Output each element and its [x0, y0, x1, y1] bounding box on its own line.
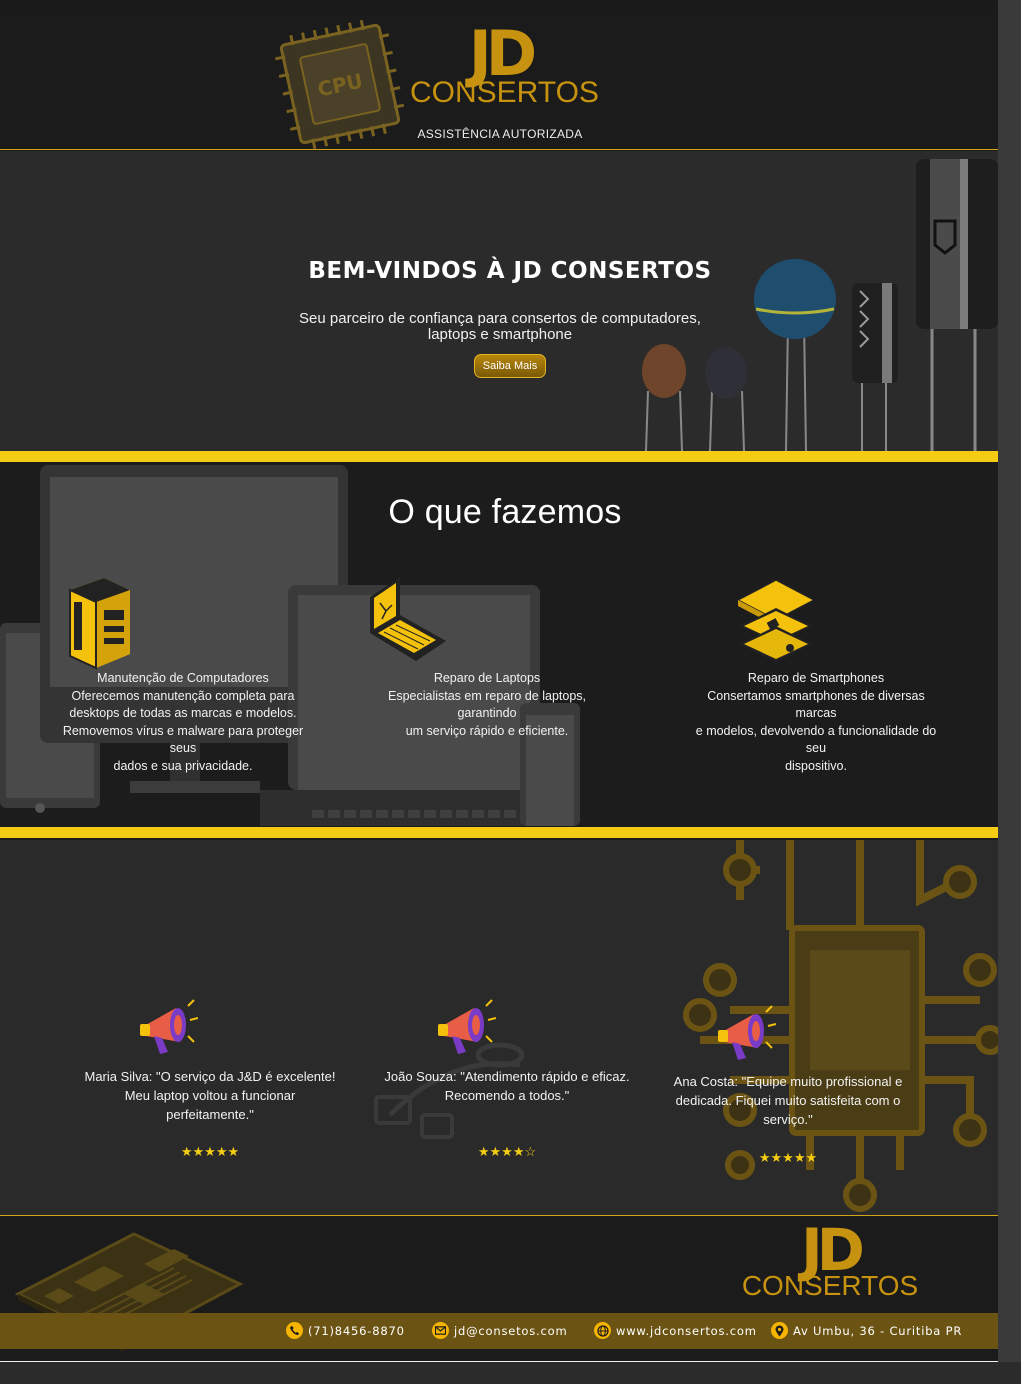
footer-bottom-line — [0, 1361, 998, 1362]
logo-name: CONSERTOS — [741, 1270, 919, 1301]
website-url: www.jdconsertos.com — [616, 1323, 757, 1338]
section-divider — [0, 827, 998, 838]
contact-phone[interactable]: (71)8456-8870 — [286, 1322, 405, 1339]
email-icon — [432, 1322, 449, 1339]
services-title: O que fazemos — [388, 493, 622, 531]
testimonial-text-line: dedicada. Fiquei muito satisfeita com o — [675, 1093, 901, 1108]
electronic-components-illustration — [642, 159, 998, 451]
window-bottom-edge — [0, 1362, 1021, 1384]
service-description-line: e modelos, devolvendo a funcionalidade d… — [695, 723, 937, 756]
logo-mark: JD — [468, 17, 538, 90]
email-address: jd@consetos.com — [454, 1323, 568, 1338]
service-description-line: Removemos vírus e malware para proteger … — [62, 723, 304, 756]
desktop-tower-icon — [69, 578, 130, 670]
testimonial-card: Maria Silva: "O serviço da J&D é excelen… — [80, 1067, 340, 1124]
service-card-smartphones: Reparo de Smartphones Consertamos smartp… — [686, 579, 946, 775]
site-footer: JD CONSERTOS (71)8456-8870 jd@consetos.c… — [0, 1215, 998, 1362]
megaphone-icon — [438, 999, 496, 1054]
services-section: O que fazemos Manutenção de Computadores… — [0, 463, 998, 826]
logo-name: CONSERTOS — [410, 76, 599, 109]
hero-subtitle: Seu parceiro de confiança para consertos… — [270, 311, 730, 343]
disassembled-smartphone-icon — [736, 579, 816, 662]
service-description-line: um serviço rápido e eficiente. — [405, 723, 569, 738]
contact-email[interactable]: jd@consetos.com — [432, 1322, 567, 1339]
testimonial-card: João Souza: "Atendimento rápido e eficaz… — [376, 1067, 638, 1105]
phone-icon — [286, 1322, 303, 1339]
section-divider — [0, 451, 998, 462]
megaphone-icon — [718, 1005, 776, 1060]
tagline: ASSISTÊNCIA AUTORIZADA — [417, 127, 583, 141]
circuit-chip-illustration — [683, 840, 998, 1212]
service-description-line: Especialistas em reparo de laptops, gara… — [387, 688, 587, 721]
testimonials-section: Maria Silva: "O serviço da J&D é excelen… — [0, 840, 998, 1215]
service-description-line: desktops de todas as marcas e modelos. — [69, 706, 297, 720]
service-description-line: Consertamos smartphones de diversas marc… — [707, 688, 925, 721]
rating-stars: ★★★★★ — [180, 1144, 240, 1159]
logo-mark: JD — [801, 1216, 865, 1284]
testimonial-text-line: Meu laptop voltou a funcionar — [124, 1088, 296, 1103]
contact-website[interactable]: www.jdconsertos.com — [594, 1322, 757, 1339]
brand-logo[interactable]: JD CONSERTOS — [410, 17, 599, 109]
location-pin-icon — [771, 1322, 788, 1339]
site-header: CPU JD CONSERTOS ASSISTÊNCIA AUTORIZADA — [0, 10, 998, 150]
rating-stars: ★★★★☆ — [477, 1144, 537, 1159]
service-name: Reparo de Smartphones — [747, 671, 885, 685]
testimonial-text-line: João Souza: "Atendimento rápido e eficaz… — [384, 1069, 630, 1084]
rating-stars: ★★★★★ — [758, 1150, 818, 1165]
cpu-chip-icon: CPU — [275, 19, 405, 149]
page: CPU JD CONSERTOS ASSISTÊNCIA AUTORIZADA — [0, 0, 998, 1362]
footer-brand-logo[interactable]: JD CONSERTOS — [740, 1216, 920, 1301]
contact-bar: (71)8456-8870 jd@consetos.com www.jdcons… — [0, 1313, 998, 1349]
service-description-line: Oferecemos manutenção completa para — [71, 688, 295, 703]
hero-title: BEM-VINDOS À JD CONSERTOS — [308, 258, 712, 284]
service-card-laptops: Reparo de Laptops Especialistas em repar… — [358, 577, 616, 740]
service-card-computers: Manutenção de Computadores Oferecemos ma… — [52, 578, 314, 775]
hero-subtitle-line: laptops e smartphone — [427, 326, 573, 343]
learn-more-button[interactable]: Saiba Mais — [474, 354, 546, 378]
hero-section: BEM-VINDOS À JD CONSERTOS Seu parceiro d… — [0, 151, 998, 451]
hero-subtitle-line: Seu parceiro de confiança para consertos… — [299, 310, 701, 327]
testimonial-text-line: perfeitamente." — [166, 1107, 254, 1122]
service-description-line: dados e sua privacidade. — [113, 758, 253, 773]
phone-number: (71)8456-8870 — [308, 1323, 405, 1338]
testimonial-text-line: serviço." — [763, 1112, 813, 1127]
service-description-line: dispositivo. — [785, 758, 847, 773]
testimonial-text-line: Ana Costa: "Equipe muito profissional e — [673, 1074, 903, 1089]
service-name: Manutenção de Computadores — [97, 671, 269, 685]
testimonial-text-line: Maria Silva: "O serviço da J&D é excelen… — [84, 1069, 336, 1084]
broken-laptop-icon — [370, 577, 446, 661]
window-right-edge — [998, 0, 1021, 1384]
megaphone-icon — [140, 999, 198, 1054]
service-name: Reparo de Laptops — [433, 671, 541, 685]
address-text: Av Umbu, 36 - Curitiba PR — [793, 1323, 963, 1338]
contact-address[interactable]: Av Umbu, 36 - Curitiba PR — [771, 1322, 962, 1339]
globe-icon — [594, 1322, 611, 1339]
usb-cable-illustration — [374, 1042, 525, 1139]
testimonial-card: Ana Costa: "Equipe muito profissional e … — [670, 1072, 906, 1129]
testimonial-text-line: Recomendo a todos." — [444, 1088, 570, 1103]
